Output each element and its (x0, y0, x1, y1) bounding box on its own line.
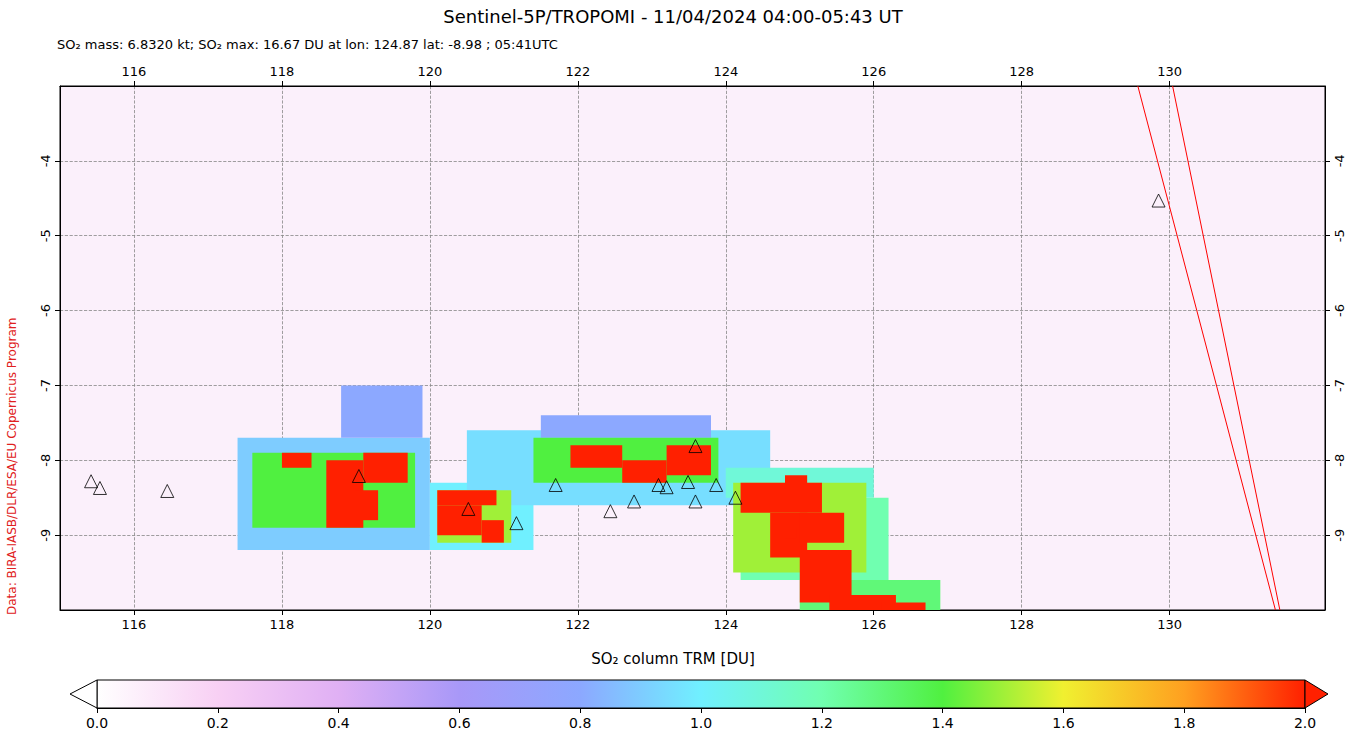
svg-text:128: 128 (1009, 64, 1034, 79)
svg-text:118: 118 (270, 64, 295, 79)
svg-text:-4: -4 (38, 154, 53, 167)
svg-text:-5: -5 (38, 229, 53, 242)
svg-text:126: 126 (861, 64, 886, 79)
svg-text:-6: -6 (1332, 304, 1346, 317)
svg-text:122: 122 (565, 617, 590, 632)
svg-text:1.8: 1.8 (1173, 715, 1195, 731)
svg-text:-7: -7 (38, 379, 53, 392)
svg-text:-4: -4 (1332, 154, 1346, 167)
svg-text:SO₂ column TRM [DU]: SO₂ column TRM [DU] (591, 650, 755, 668)
svg-text:Data: BIRA-IASB/DLR/ESA/EU Cop: Data: BIRA-IASB/DLR/ESA/EU Copernicus Pr… (5, 318, 19, 616)
svg-text:122: 122 (565, 64, 590, 79)
svg-text:Sentinel-5P/TROPOMI - 11/04/20: Sentinel-5P/TROPOMI - 11/04/2024 04:00-0… (443, 6, 903, 27)
svg-text:SO₂ mass: 6.8320 kt; SO₂ max:: SO₂ mass: 6.8320 kt; SO₂ max: 16.67 DU a… (57, 37, 558, 52)
svg-text:0.8: 0.8 (569, 715, 591, 731)
svg-text:2.0: 2.0 (1294, 715, 1316, 731)
svg-text:124: 124 (713, 64, 738, 79)
svg-text:-9: -9 (1332, 529, 1346, 542)
svg-text:0.2: 0.2 (207, 715, 229, 731)
svg-text:1.2: 1.2 (811, 715, 833, 731)
svg-text:130: 130 (1157, 617, 1182, 632)
svg-text:0.6: 0.6 (448, 715, 470, 731)
svg-text:-5: -5 (1332, 229, 1346, 242)
svg-text:120: 120 (417, 617, 442, 632)
svg-text:0.0: 0.0 (86, 715, 108, 731)
svg-text:1.4: 1.4 (931, 715, 953, 731)
svg-text:-8: -8 (1332, 454, 1346, 467)
svg-text:124: 124 (713, 617, 738, 632)
svg-text:130: 130 (1157, 64, 1182, 79)
svg-text:118: 118 (270, 617, 295, 632)
svg-text:116: 116 (122, 617, 147, 632)
svg-text:-6: -6 (38, 304, 53, 317)
svg-text:0.4: 0.4 (327, 715, 349, 731)
svg-text:-7: -7 (1332, 379, 1346, 392)
svg-text:1.6: 1.6 (1052, 715, 1074, 731)
svg-text:120: 120 (417, 64, 442, 79)
svg-text:1.0: 1.0 (690, 715, 712, 731)
svg-text:128: 128 (1009, 617, 1034, 632)
svg-text:126: 126 (861, 617, 886, 632)
svg-text:-8: -8 (38, 454, 53, 467)
svg-text:116: 116 (122, 64, 147, 79)
svg-text:-9: -9 (38, 529, 53, 542)
